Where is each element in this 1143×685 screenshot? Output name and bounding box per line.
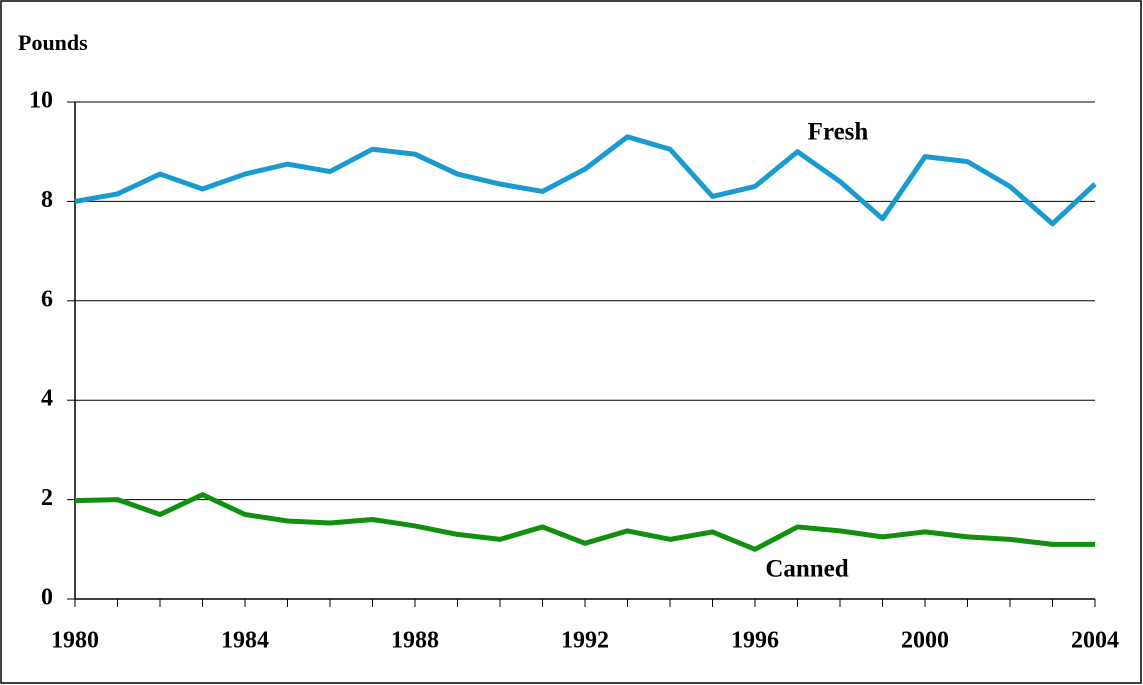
x-tick-label: 1992 (561, 628, 609, 654)
x-tick-label: 2000 (901, 628, 949, 654)
y-tick-label: 0 (41, 585, 53, 611)
series-label: Fresh (808, 119, 869, 146)
x-tick-label: 1984 (221, 628, 269, 654)
x-tick-label: 1988 (391, 628, 439, 654)
y-tick-label: 8 (41, 187, 53, 213)
y-axis-label: Pounds (18, 30, 88, 55)
series-line (74, 492, 1095, 552)
series-line (74, 134, 1097, 227)
series-label: Canned (765, 556, 848, 583)
x-tick-label: 1980 (51, 628, 99, 654)
x-tick-label: 1996 (731, 628, 779, 654)
y-tick-label: 2 (41, 485, 53, 511)
y-tick-label: 4 (41, 386, 53, 412)
y-tick-label: 6 (41, 286, 53, 312)
x-tick-label: 2004 (1071, 628, 1119, 654)
y-tick-label: 10 (29, 88, 53, 114)
